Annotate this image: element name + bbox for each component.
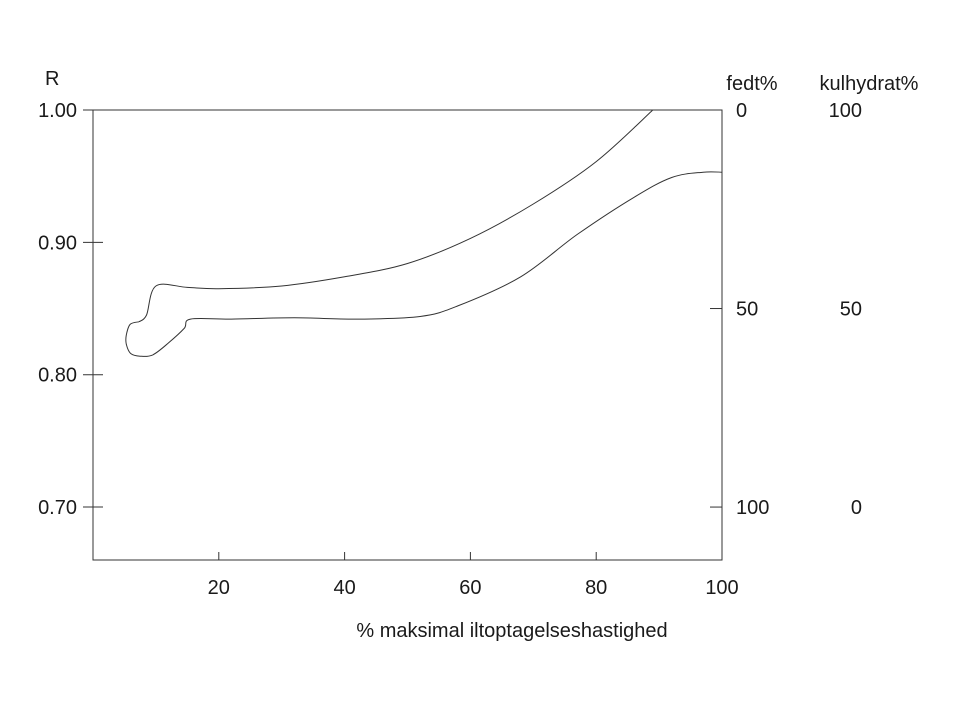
carb-percent-label: 50 <box>840 299 862 321</box>
x-tick-label: 100 <box>705 577 738 599</box>
x-tick-label: 80 <box>585 577 607 599</box>
fat-percent-label: 0 <box>736 100 747 122</box>
series-lines <box>125 109 723 357</box>
y-tick-label: 0.90 <box>38 232 77 254</box>
band-lower-boundary-line <box>125 171 723 357</box>
x-tick-label: 20 <box>208 577 230 599</box>
plot-frame <box>92 109 723 561</box>
y-axis-ticks: 0.70 0.80 0.90 1.00 <box>38 100 103 519</box>
fat-percent-label: 100 <box>736 497 769 519</box>
band-upper-boundary-line <box>138 109 654 323</box>
x-tick-label: 60 <box>459 577 481 599</box>
x-axis-ticks: 20 40 60 80 100 <box>208 552 739 599</box>
x-tick-label: 40 <box>333 577 355 599</box>
right-axis-title-carb: kulhydrat% <box>820 73 919 95</box>
carb-percent-label: 100 <box>829 100 862 122</box>
y-tick-label: 0.80 <box>38 365 77 387</box>
carb-percent-label: 0 <box>851 497 862 519</box>
x-axis-label: % maksimal iltoptagelseshastighed <box>356 620 667 642</box>
right-axis-title-fat: fedt% <box>726 73 777 95</box>
fat-percent-label: 50 <box>736 299 758 321</box>
right-axis-ticks: 0 100 50 50 100 0 <box>710 100 862 519</box>
y-tick-label: 0.70 <box>38 497 77 519</box>
y-tick-label: 1.00 <box>38 100 77 122</box>
y-axis-label: R <box>45 68 59 90</box>
